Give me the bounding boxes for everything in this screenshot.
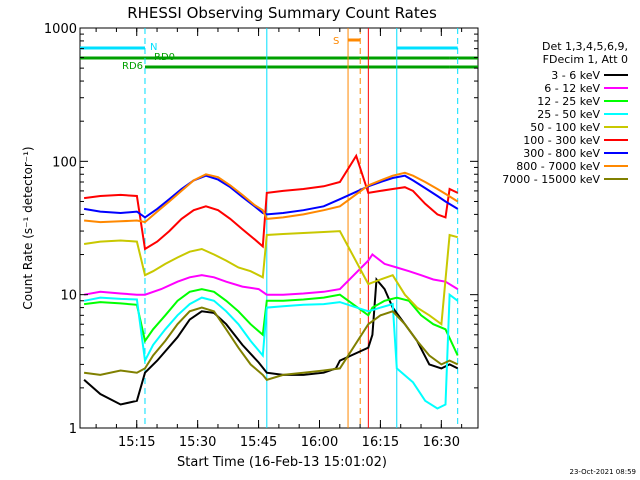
y-axis-label: Count Rate (s⁻¹ detector⁻¹)	[21, 146, 35, 309]
legend-header-line-1: Det 1,3,4,5,6,9,	[542, 40, 628, 53]
series-line	[83, 288, 459, 356]
flag-label-rd0: RD0	[154, 52, 175, 63]
series-line	[83, 153, 459, 251]
y-tick-label: 1000	[44, 22, 77, 37]
series-line	[83, 292, 459, 410]
series-line	[83, 174, 459, 219]
plot-frame	[79, 27, 479, 429]
legend-label: 3 - 6 keV	[551, 69, 600, 82]
flag-label-rd6: RD6	[122, 61, 143, 72]
x-tick-label: 16:15	[362, 435, 399, 450]
legend-label: 25 - 50 keV	[537, 108, 600, 121]
series-lines	[83, 153, 459, 410]
y-tick-label: 10	[60, 289, 77, 304]
x-tick-label: 15:45	[240, 435, 277, 450]
x-tick-label: 16:30	[423, 435, 460, 450]
flag-label-n: N	[150, 42, 157, 53]
legend-label: 12 - 25 keV	[537, 95, 600, 108]
series-line	[83, 253, 459, 296]
x-tick-label: 15:30	[179, 435, 216, 450]
timestamp: 23-Oct-2021 08:59	[570, 468, 636, 476]
flag-label-s: S	[333, 36, 339, 47]
legend-header-line-2: FDecim 1, Att 0	[543, 53, 628, 66]
series-line	[83, 306, 459, 381]
x-tick-label: 15:15	[118, 435, 155, 450]
legend-label: 300 - 800 keV	[523, 147, 600, 160]
series-line	[84, 171, 459, 224]
series-line	[83, 230, 458, 327]
x-axis-label: Start Time (16-Feb-13 15:01:02)	[177, 455, 387, 470]
legend-label: 100 - 300 keV	[523, 134, 600, 147]
legend-label: 6 - 12 keV	[544, 82, 600, 95]
axis-ticks: 15:15 15:30 15:45 16:00 16:15 16:30 1 10 100 1000	[44, 22, 478, 450]
legend-label: 7000 - 15000 keV	[502, 173, 600, 186]
y-tick-label: 100	[52, 155, 77, 170]
x-tick-label: 16:00	[301, 435, 338, 450]
chart-title: RHESSI Observing Summary Count Rates	[127, 4, 437, 22]
y-tick-label: 1	[69, 422, 77, 437]
legend-label: 50 - 100 keV	[530, 121, 600, 134]
legend-label: 800 - 7000 keV	[516, 160, 600, 173]
